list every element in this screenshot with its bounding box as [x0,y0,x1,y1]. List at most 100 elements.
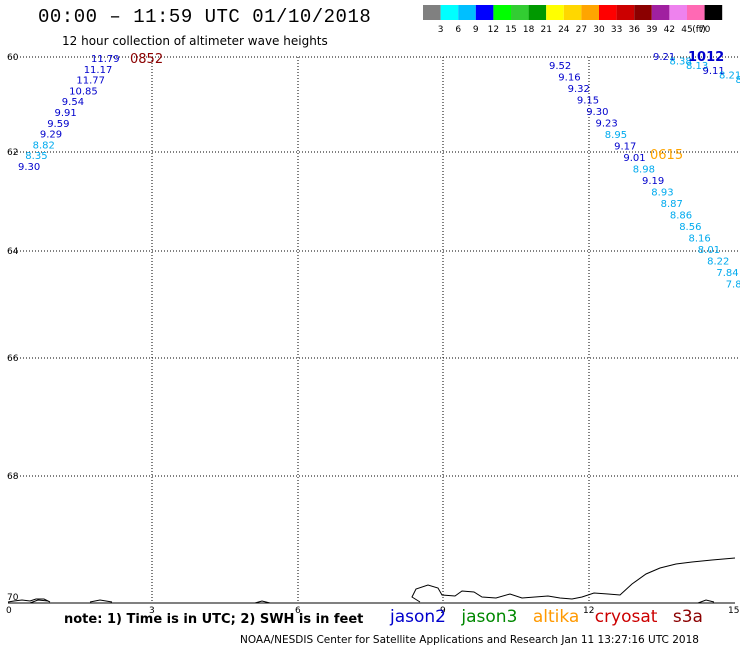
track-value-label: 9.29 [40,130,62,141]
track-value-label: 9.16 [558,73,580,84]
satellite-label: s3a [672,607,703,627]
lon-label-15: 15 [728,606,739,616]
coastline-islands [29,599,715,604]
pass-time-label: 0615 [650,148,683,163]
track-value-label: 9.19 [642,176,664,187]
track-value-label: 8.86 [670,211,692,222]
track-value-label: 9.30 [586,107,608,118]
track-value-label: 8.87 [661,199,683,210]
legend-swatch [440,5,459,20]
track-value-label: 7.8 [726,280,740,291]
legend-label: 21 [540,25,551,35]
legend-swatch [528,5,547,20]
track-value-label: 8.82 [33,140,55,151]
track-value-label: 8.93 [651,188,673,199]
legend-swatch [616,5,635,20]
track-value-label: 8.01 [698,245,720,256]
legend-label: 30 [593,25,605,35]
legend-label: 15 [505,25,516,35]
legend-swatch [599,5,617,20]
legend-label: 18 [523,25,535,35]
track-value-label: 9.01 [623,153,645,164]
legend-swatch [669,5,687,20]
track-value-label: 8.13 [686,61,708,72]
track-value-label: 8.21 [719,70,740,81]
satellite-legend: jason2 jason3 altika cryosat s3a [390,607,713,627]
track-value-label: 8.35 [25,151,47,162]
track-value-label: 8.16 [689,234,711,245]
lon-label-3: 3 [149,606,155,616]
track-value-label: 7.84 [716,268,738,279]
track-value-label: 9.11 [703,66,725,77]
lon-label-12: 12 [583,606,594,616]
legend-label: 70 [699,25,711,35]
credits: NOAA/NESDIS Center for Satellite Applica… [240,634,699,646]
lat-label-60: 60 [7,53,19,63]
legend-label: 6 [455,25,461,35]
page-title: 00:00 – 11:59 UTC 01/10/2018 [38,6,372,28]
track-value-label: 11.79 [91,54,120,65]
track-value-label: 9.17 [614,142,636,153]
footer-note: note: 1) Time is in UTC; 2) SWH is in fe… [64,612,364,627]
legend-label: 3 [438,25,444,35]
wave-height-legend: 3 6 9 12 15 18 21 24 27 30 33 36 39 42 45 70(ft) [423,5,723,35]
track-value-label: 9.59 [47,119,69,130]
legend-swatch [704,5,723,20]
track-value-label: 9.52 [549,61,571,72]
grid-lines [8,56,740,603]
satellite-label: jason3 [461,607,518,627]
track-value-label: 9.54 [62,97,84,108]
track-value-label: 9.91 [55,108,77,119]
lat-label-66: 66 [7,354,19,364]
legend-label: 39 [646,25,658,35]
track-value-label: 9.15 [577,96,599,107]
track-value-label: 8.95 [605,130,627,141]
legend-swatch [687,5,705,20]
track-value-label: 8.56 [679,222,701,233]
legend-label: 45 [681,25,692,35]
lon-label-6: 6 [295,606,301,616]
lat-label-68: 68 [7,472,19,482]
legend-label: (ft) [692,25,706,35]
track-value-label: 8.98 [633,165,655,176]
track-value-label: 8.38 [670,57,692,68]
legend-label: 36 [628,25,640,35]
satellite-label: cryosat [594,607,658,627]
legend-label: 9 [473,25,479,35]
legend-swatch [651,5,670,20]
pass-time-label: 1012 [688,50,724,65]
legend-swatch [458,5,476,20]
legend-swatch [546,5,564,20]
legend-swatch [423,5,441,20]
legend-swatch [634,5,652,20]
legend-swatch [475,5,494,20]
lat-label-70: 70 [7,593,19,603]
legend-swatch [563,5,582,20]
legend-label: 42 [664,25,675,35]
lon-label-9: 9 [440,606,446,616]
track-value-label: 9.23 [596,119,618,130]
wave-height-tracks: 11.7911.1711.7710.859.549.919.599.298.82… [18,52,740,291]
legend-swatch [581,5,599,20]
lat-label-62: 62 [7,148,18,158]
coastline [7,557,736,603]
track-value-label: 10.85 [69,86,98,97]
legend-label: 24 [558,25,570,35]
legend-swatch [493,5,511,20]
lat-label-64: 64 [7,247,19,257]
track-value-label: 9.32 [568,84,590,95]
legend-label: 33 [611,25,622,35]
track-value-label: 8 [736,75,740,86]
legend-label: 12 [488,25,499,35]
legend-swatch [511,5,529,20]
track-value-label: 11.77 [76,76,105,87]
track-value-label: 11.17 [84,65,113,76]
pass-time-label: 0852 [130,52,163,67]
lon-label-0: 0 [6,606,12,616]
satellite-label: altika [532,607,580,627]
track-value-label: 9.30 [18,162,40,173]
track-value-label: 9.21 [653,52,675,63]
track-value-label: 8.22 [707,257,729,268]
satellite-label: jason2 [390,607,446,627]
